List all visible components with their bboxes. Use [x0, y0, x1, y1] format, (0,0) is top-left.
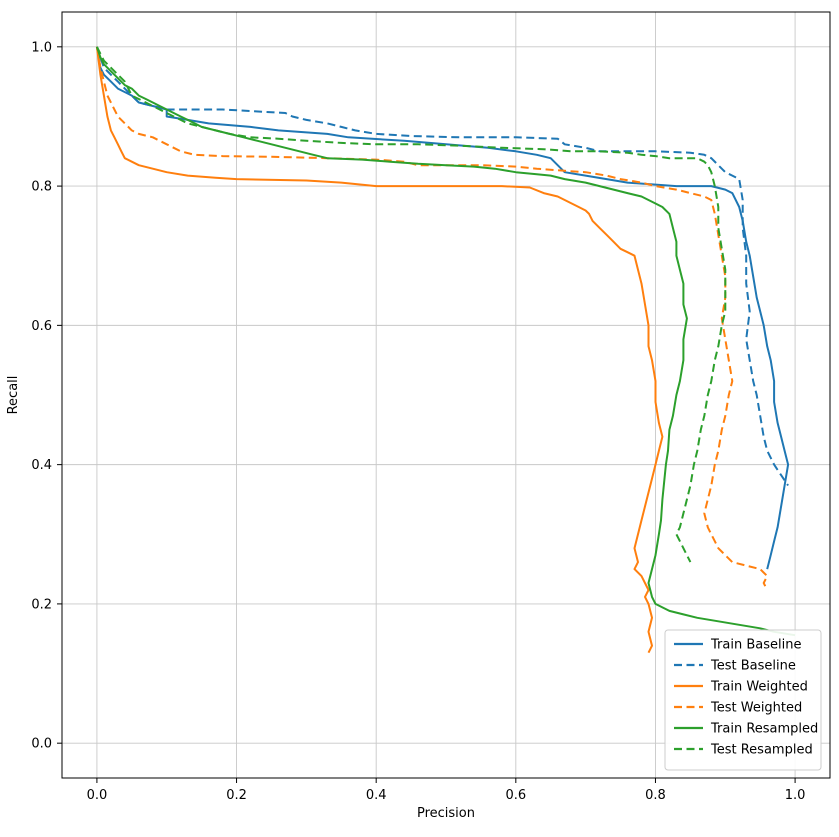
- series-line-train-baseline: [95, 46, 790, 570]
- y-tick-label: 0.8: [31, 180, 52, 195]
- y-axis-label: Recall: [6, 376, 21, 415]
- series-line-test-weighted: [95, 46, 769, 591]
- legend-label-test-weighted: Test Weighted: [710, 701, 802, 716]
- legend: Train Baseline Test Baseline Train Weighte…: [664, 629, 822, 771]
- x-axis-label: Precision: [417, 806, 475, 821]
- x-tick-label: 1.0: [785, 788, 806, 803]
- legend-label-test-baseline: Test Baseline: [710, 659, 796, 674]
- x-tick-label: 0.8: [645, 788, 666, 803]
- legend-label-train-resampled: Train Resampled: [710, 722, 818, 737]
- axis-ticks: 0.0 0.2 0.4 0.6 0.8 1.0 0.0 0.2 0.4 0.6 0.8 1.0: [31, 40, 805, 803]
- x-tick-label: 0.0: [87, 788, 108, 803]
- series-group: [95, 46, 796, 654]
- series-line-train-resampled: [95, 46, 796, 637]
- y-tick-label: 0.6: [31, 319, 52, 334]
- series-line-test-resampled: [96, 46, 727, 563]
- legend-label-test-resampled: Test Resampled: [710, 743, 813, 758]
- series-line-test-baseline: [95, 46, 789, 487]
- axes-frame: [61, 11, 831, 779]
- y-tick-label: 0.0: [31, 737, 52, 752]
- legend-label-train-weighted: Train Weighted: [710, 680, 808, 695]
- legend-label-train-baseline: Train Baseline: [710, 638, 801, 653]
- x-tick-label: 0.2: [226, 788, 247, 803]
- y-tick-label: 0.4: [31, 458, 52, 473]
- y-tick-label: 0.2: [31, 597, 52, 612]
- legend-box: [664, 629, 822, 771]
- x-tick-label: 0.4: [366, 788, 387, 803]
- series-line-train-weighted: [95, 46, 664, 654]
- x-tick-label: 0.6: [505, 788, 526, 803]
- y-tick-label: 1.0: [31, 40, 52, 55]
